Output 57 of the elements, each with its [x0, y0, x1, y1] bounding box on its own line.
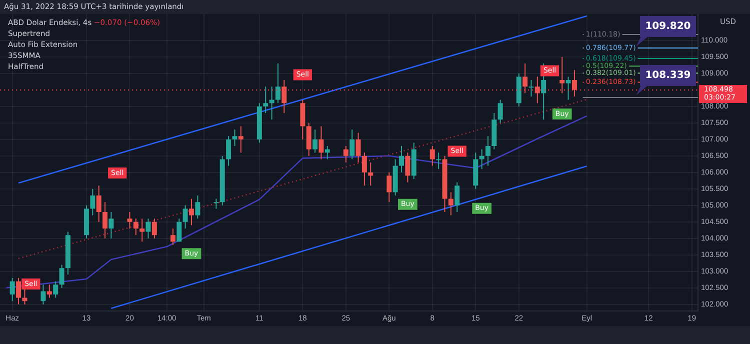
candlestick — [498, 99, 503, 124]
candlestick — [485, 136, 490, 166]
candlestick — [356, 132, 361, 163]
candlestick — [572, 70, 577, 97]
candlestick — [59, 264, 64, 288]
candlestick — [152, 218, 157, 239]
candlestick — [269, 86, 274, 120]
candlestick — [454, 182, 460, 212]
candlestick — [324, 146, 330, 160]
candlestick — [46, 284, 52, 298]
candlestick — [436, 152, 442, 170]
candlestick — [263, 86, 268, 114]
annotation: 109.820 — [640, 16, 696, 38]
candlestick — [226, 136, 232, 166]
candlestick — [430, 146, 435, 166]
candlestick — [566, 76, 571, 100]
candlestick — [479, 148, 484, 170]
candlestick — [405, 152, 410, 183]
candlestick — [306, 122, 312, 156]
annotation: 108.339 — [640, 65, 696, 86]
candlestick — [127, 212, 132, 229]
candlestick — [140, 218, 145, 242]
candlestick — [522, 63, 528, 94]
candlestick — [318, 126, 324, 160]
candlestick — [362, 152, 367, 186]
candlestick — [238, 126, 244, 154]
candlestick — [90, 188, 96, 216]
candlestick — [368, 162, 374, 186]
candlestick — [312, 129, 318, 154]
candlestick — [188, 198, 194, 226]
candlestick — [16, 278, 22, 305]
candlestick — [386, 172, 392, 203]
candlestick — [176, 218, 182, 242]
candlestick — [528, 80, 534, 97]
candlestick — [399, 146, 404, 173]
candlestick — [102, 202, 108, 239]
candlestick — [10, 278, 15, 302]
candlestick — [300, 99, 306, 140]
candlestick — [232, 129, 238, 146]
candlestick — [108, 212, 114, 239]
candlestick — [195, 195, 200, 220]
candlestick — [53, 280, 58, 298]
candlestick — [22, 287, 28, 305]
candlestick — [560, 56, 565, 94]
candlestick — [275, 63, 280, 104]
candlestick — [448, 192, 454, 216]
candlestick — [170, 228, 176, 246]
candlestick — [146, 218, 151, 239]
candlestick — [182, 204, 188, 229]
candlestick — [282, 80, 287, 114]
candlestick — [133, 218, 138, 236]
candlestick — [343, 146, 348, 163]
candlestick — [534, 76, 540, 104]
candlestick — [40, 284, 46, 305]
candlestick — [96, 185, 102, 222]
candlestick — [214, 198, 219, 210]
candlestick — [350, 129, 355, 160]
